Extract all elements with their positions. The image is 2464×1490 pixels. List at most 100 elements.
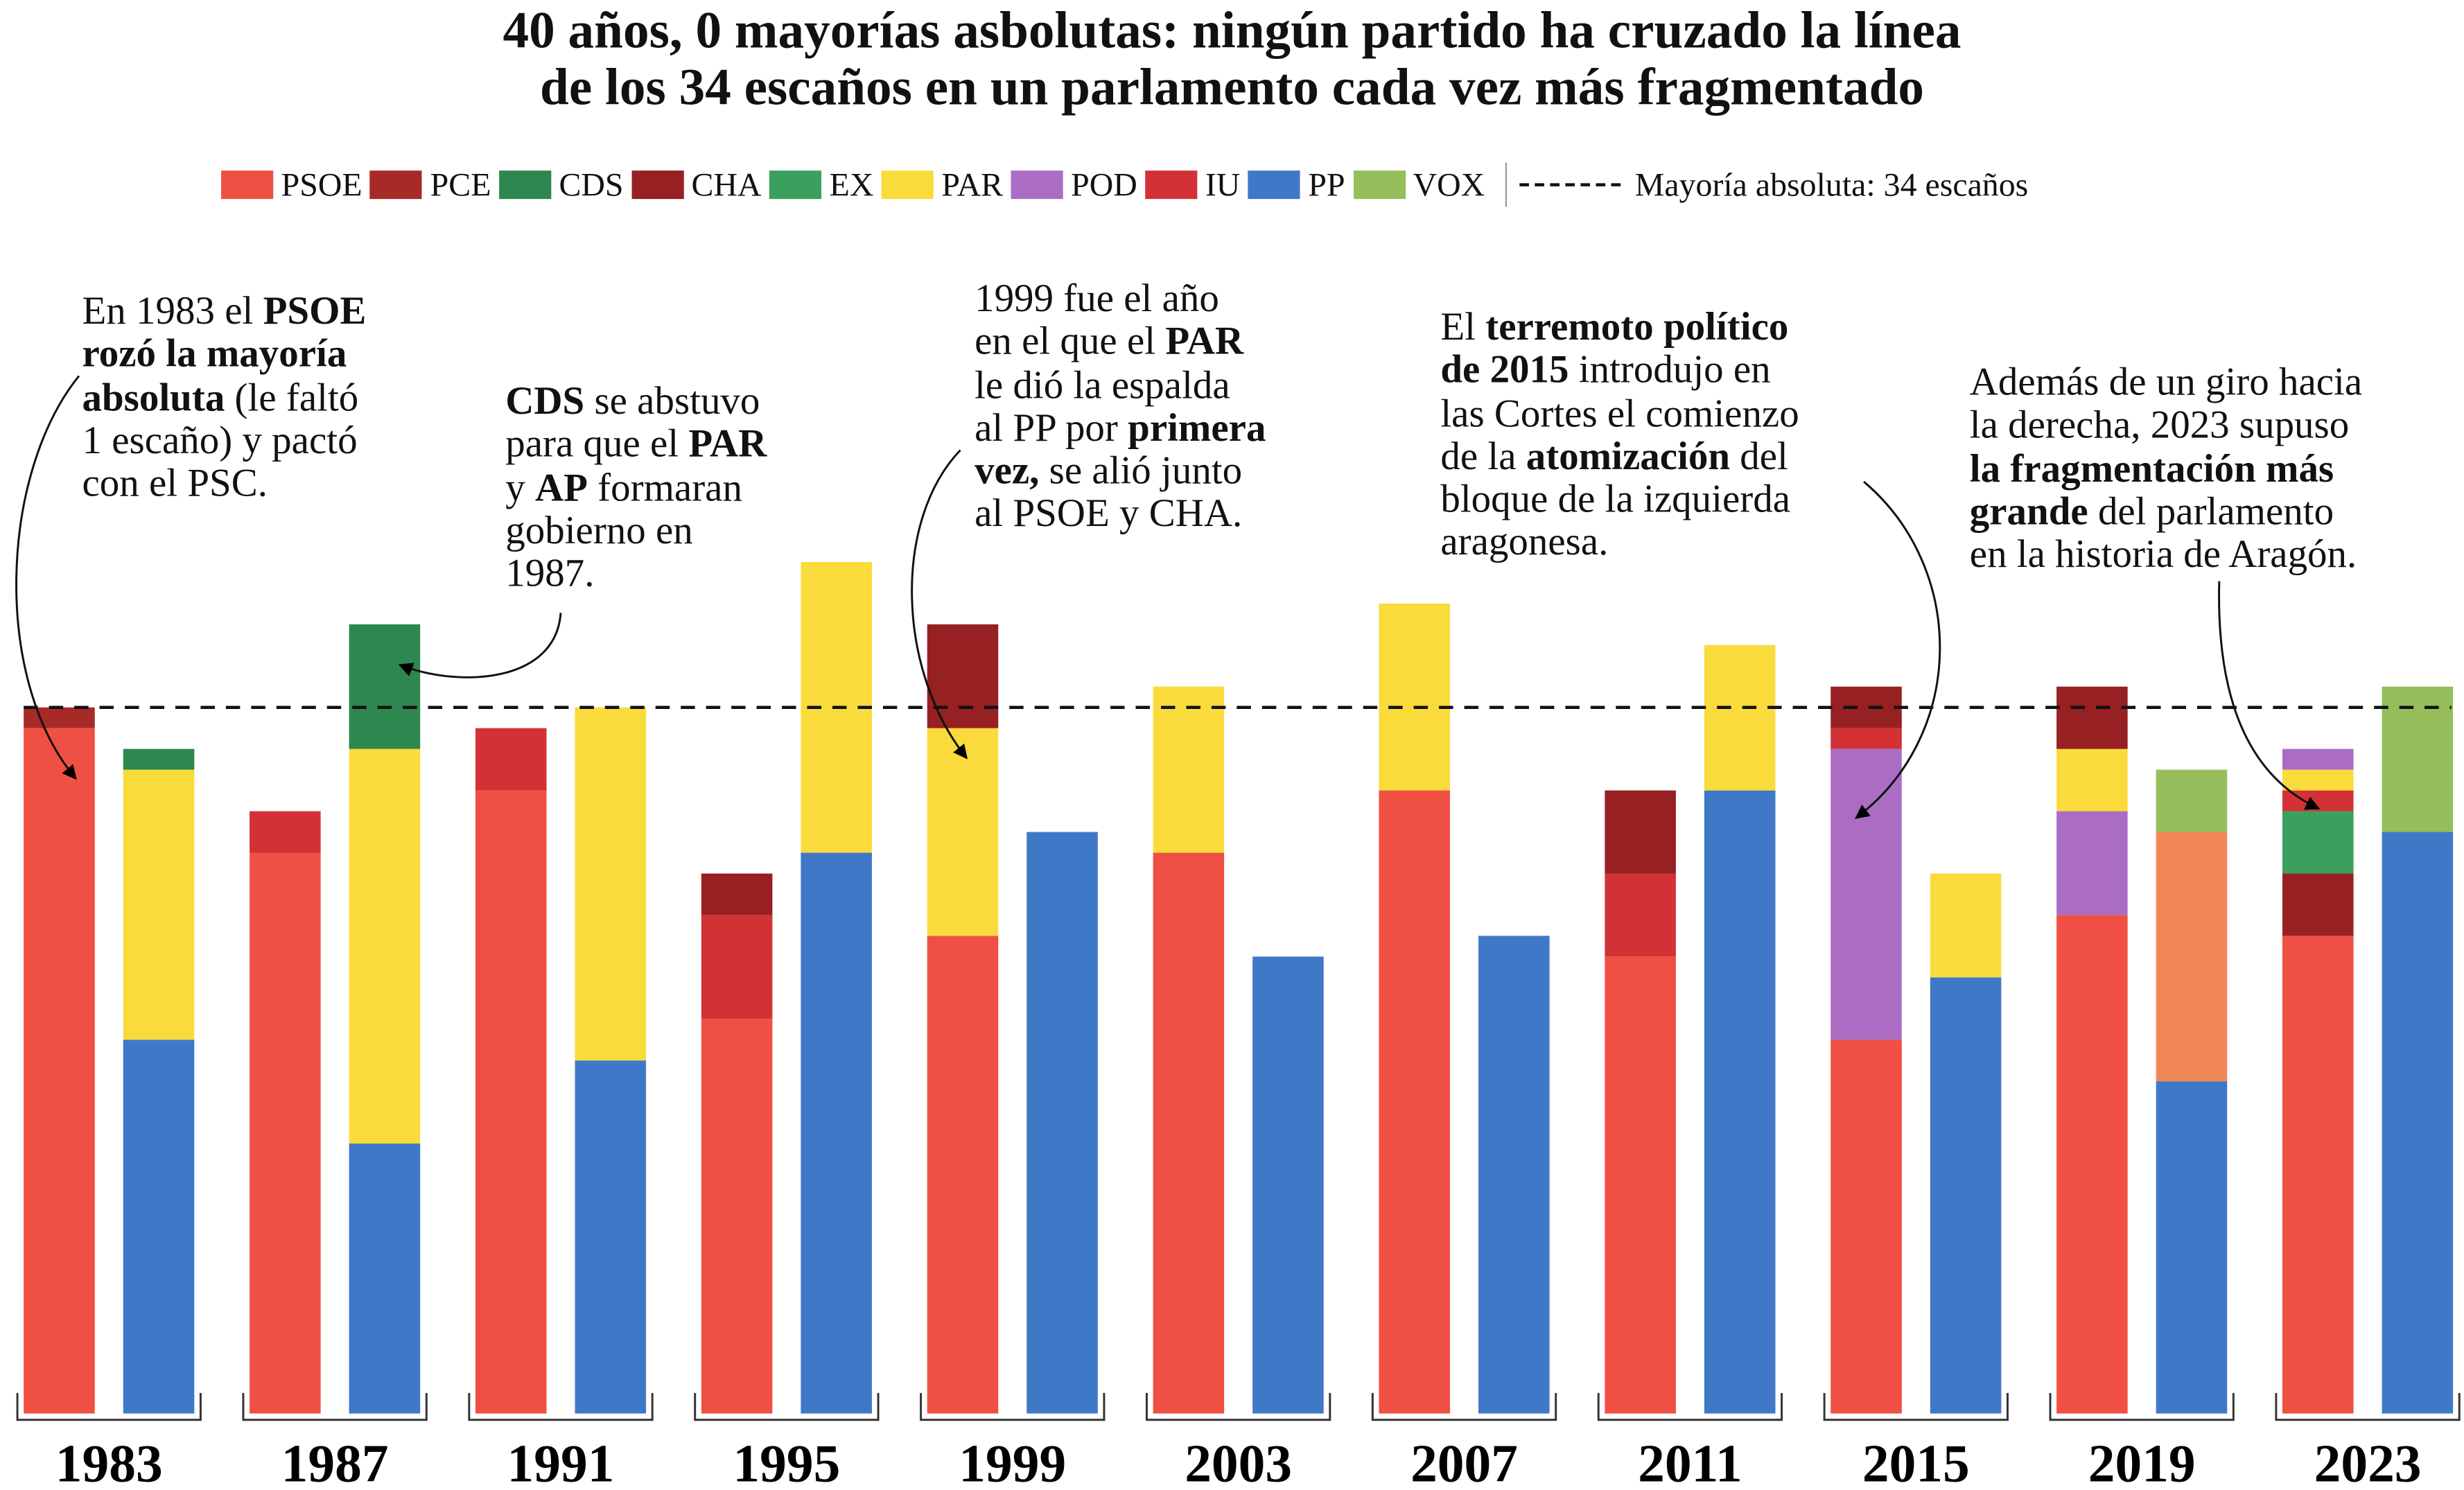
bar-segment-2015-right-pp: [1930, 977, 2002, 1414]
bar-segment-2019-right-vox: [2156, 769, 2228, 832]
annotation-text: 1999 fue el año en el que el: [975, 278, 1219, 364]
arrow-1999: [911, 449, 968, 760]
bar-segment-2003-left-psoe: [1153, 852, 1225, 1414]
year-bracket: [1146, 1392, 1331, 1421]
bar-segment-2019-left-par: [2056, 748, 2128, 812]
x-tick-label: 2015: [1862, 1434, 1970, 1489]
bar-segment-2023-left-ex: [2282, 811, 2354, 874]
legend-swatch: [1353, 170, 1406, 200]
bar-segment-2023-right-vox: [2382, 686, 2454, 832]
legend-label: PCE: [430, 165, 491, 203]
bar-segment-1987-left-iu: [250, 811, 321, 853]
bar-segment-1991-right-pp: [575, 1060, 647, 1414]
annotation-emphasis: AP: [534, 466, 588, 510]
year-bracket: [2275, 1392, 2461, 1421]
legend-item-par: PAR: [881, 165, 1003, 204]
legend-item-psoe: PSOE: [221, 165, 362, 204]
bar-segment-1987-left-psoe: [250, 852, 321, 1414]
bar-segment-1987-right-par: [349, 748, 421, 1144]
bar-segment-1983-right-par: [123, 769, 195, 1040]
annotation-emphasis: la fragmentación más grande: [1969, 448, 2334, 534]
bar-segment-2023-left-par: [2282, 769, 2354, 791]
x-tick-label: 1995: [733, 1434, 840, 1489]
annotation-text: y: [505, 466, 525, 510]
bar-segment-2015-left-psoe: [1830, 1040, 1902, 1414]
year-bracket: [1371, 1392, 1557, 1421]
legend-swatch: [1248, 170, 1300, 200]
legend-item-vox: VOX: [1353, 165, 1485, 204]
legend-item-pce: PCE: [370, 165, 491, 204]
annotation-emphasis: PSOE: [263, 290, 367, 333]
legend-swatch: [631, 170, 684, 200]
legend-label: CHA: [691, 165, 762, 203]
legend-label: PSOE: [281, 165, 362, 203]
bar-segment-1995-right-pp: [801, 852, 872, 1414]
bar-segment-1987-right-cds: [349, 624, 421, 749]
annotation-text: se alió junto al PSOE y CHA.: [975, 450, 1243, 536]
bar-segment-2019-left-pod: [2056, 811, 2128, 915]
bar-segment-2023-left-cha: [2282, 873, 2354, 936]
legend-label: PP: [1308, 165, 1345, 203]
arrow-1983: [15, 375, 80, 780]
bar-segment-1995-left-psoe: [701, 1019, 773, 1414]
annotation-text: le dió la espalda al PP por: [975, 364, 1230, 450]
legend-swatch: [881, 170, 934, 200]
year-bracket: [1823, 1392, 2009, 1421]
bar-segment-2011-right-pp: [1704, 790, 1776, 1414]
year-bracket: [1597, 1392, 1783, 1421]
annotation-2015: El terremoto político de 2015 introdujo …: [1440, 306, 1799, 565]
annotation-emphasis: PAR: [1165, 321, 1244, 364]
annotation-text: se abstuvo para que el: [505, 380, 760, 466]
legend-item-ex: EX: [769, 165, 873, 204]
legend-swatch: [221, 170, 274, 200]
annotation-2023: Además de un giro hacia la derecha, 2023…: [1970, 362, 2362, 577]
bar-segment-2015-left-iu: [1830, 728, 1902, 749]
legend-item-pp: PP: [1248, 165, 1345, 204]
annotation-text: del bloque de la izquierda aragonesa.: [1440, 435, 1790, 565]
dashed-line-icon: [1519, 183, 1621, 186]
annotation-text: introdujo en las Cortes el comienzo de l…: [1440, 349, 1799, 479]
legend-label: IU: [1205, 165, 1241, 203]
bar-segment-1983-left-psoe: [24, 728, 95, 1414]
annotation-emphasis: atomización: [1526, 435, 1731, 479]
bar-segment-1995-left-iu: [701, 915, 773, 1019]
bar-segment-1999-left-psoe: [927, 936, 999, 1414]
legend-swatch: [370, 170, 423, 200]
bar-segment-1995-left-cha: [701, 873, 773, 915]
bar-segment-2015-right-par: [1930, 873, 2002, 978]
bar-segment-2003-left-par: [1153, 686, 1225, 853]
year-bracket: [16, 1392, 202, 1421]
legend-label: EX: [829, 165, 874, 203]
legend-swatch: [498, 170, 552, 200]
bar-segment-2019-left-psoe: [2056, 915, 2128, 1414]
bar-segment-1999-right-pp: [1026, 832, 1098, 1414]
annotation-emphasis: primera vez,: [975, 407, 1266, 493]
annotation-1987: CDS se abstuvo para que el PAR y AP form…: [505, 380, 767, 596]
x-tick-label: 1991: [507, 1434, 615, 1489]
annotation-text: El: [1440, 306, 1486, 349]
annotation-text: Además de un giro hacia la derecha, 2023…: [1969, 361, 2363, 448]
bar-segment-2023-left-pod: [2282, 748, 2354, 770]
bar-segment-2007-left-par: [1379, 603, 1451, 791]
x-tick-label: 1983: [55, 1434, 163, 1489]
x-tick-label: 2011: [1638, 1434, 1742, 1489]
annotation-text: (le faltó 1 escaño) y pactó con el PSC.: [82, 376, 359, 506]
year-bracket: [242, 1392, 428, 1421]
bar-segment-1983-left-pce: [24, 707, 95, 728]
annotation-emphasis: CDS: [505, 380, 585, 423]
year-bracket: [920, 1392, 1106, 1421]
annotation-arrows: [15, 375, 2321, 819]
bar-segment-2011-left-iu: [1605, 873, 1676, 957]
bar-segment-1983-right-pp: [123, 1040, 195, 1414]
x-tick-label: 1987: [281, 1434, 389, 1489]
year-bracket: [2049, 1392, 2235, 1421]
legend-label: CDS: [559, 165, 624, 203]
bar-segment-1991-left-iu: [475, 728, 547, 791]
bar-segment-2007-right-pp: [1478, 936, 1550, 1414]
legend-swatch: [769, 170, 822, 200]
bar-segment-2011-left-cha: [1605, 790, 1676, 874]
arrow-2015: [1855, 480, 1941, 819]
annotation-text: formaran gobierno en 1987.: [505, 466, 742, 596]
